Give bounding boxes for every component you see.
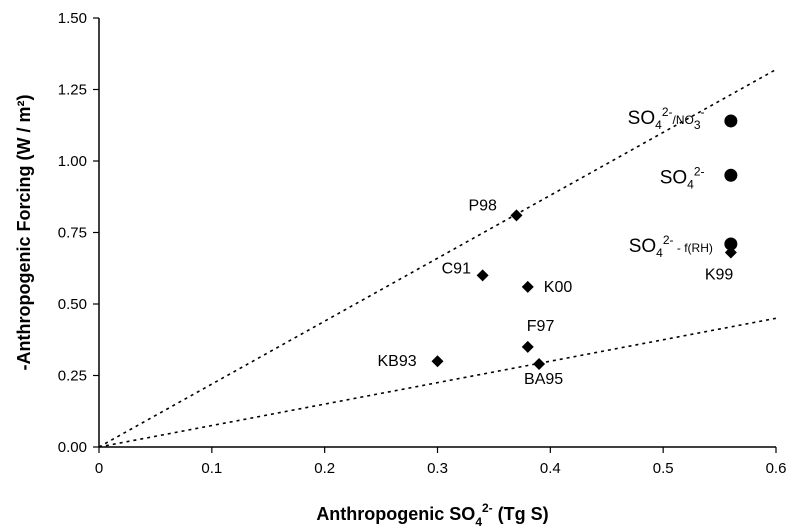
label-so4: SO42- xyxy=(660,164,708,191)
y-tick-label: 1.50 xyxy=(58,10,87,27)
diamond-point-c91 xyxy=(476,269,489,282)
x-tick-label: 0.2 xyxy=(314,460,335,477)
circle-point-2 xyxy=(724,168,738,182)
axes: 0.00 0.25 0.50 0.75 1.00 1.25 1.50 0 0.1 0.2 0.3 0.… xyxy=(58,10,787,477)
label-ba95: BA95 xyxy=(524,371,563,388)
y-tick-label: 0.75 xyxy=(58,225,87,242)
x-tick-label: 0 xyxy=(95,460,103,477)
data-marks xyxy=(431,114,738,371)
label-kb93: KB93 xyxy=(378,353,417,370)
reference-line-1 xyxy=(98,68,777,448)
reference-line-2 xyxy=(98,317,777,448)
diamond-point-ba95 xyxy=(533,358,546,371)
label-so4-no3: SO42-/NO3- xyxy=(628,105,708,132)
axis-titles: Anthropogenic SO42- (Tg S) -Anthropogenic… xyxy=(14,95,549,527)
circle-point-3 xyxy=(724,237,738,251)
reference-lines xyxy=(98,68,777,448)
y-axis-title: -Anthropogenic Forcing (W / m²) xyxy=(14,95,34,371)
label-p98: P98 xyxy=(468,197,497,214)
label-k00: K00 xyxy=(544,279,573,296)
x-tick-label: 0.6 xyxy=(766,460,787,477)
y-tick-label: 0.00 xyxy=(58,439,87,456)
x-tick-label: 0.4 xyxy=(540,460,561,477)
x-tick-label: 0.3 xyxy=(427,460,448,477)
y-tick-label: 1.25 xyxy=(58,82,87,99)
y-tick-label: 0.50 xyxy=(58,296,87,313)
label-f97: F97 xyxy=(527,318,555,335)
x-axis-title: Anthropogenic SO42- (Tg S) xyxy=(316,501,548,527)
y-tick-label: 0.25 xyxy=(58,368,87,385)
diamond-point-f97 xyxy=(521,340,534,353)
diamond-point-p98 xyxy=(510,209,523,222)
x-tick-label: 0.1 xyxy=(201,460,222,477)
diamond-point-k00 xyxy=(521,280,534,293)
y-tick-label: 1.00 xyxy=(58,153,87,170)
label-so4-frh: SO42- - f(RH) xyxy=(629,233,713,260)
label-c91: C91 xyxy=(442,260,471,277)
circle-point-1 xyxy=(724,114,738,128)
diamond-point-kb93 xyxy=(431,355,444,368)
x-tick-label: 0.5 xyxy=(653,460,674,477)
point-labels: P98 C91 K00 F97 KB93 BA95 K99 SO42-/NO3- SO42- … xyxy=(378,105,734,388)
label-k99: K99 xyxy=(705,267,734,284)
